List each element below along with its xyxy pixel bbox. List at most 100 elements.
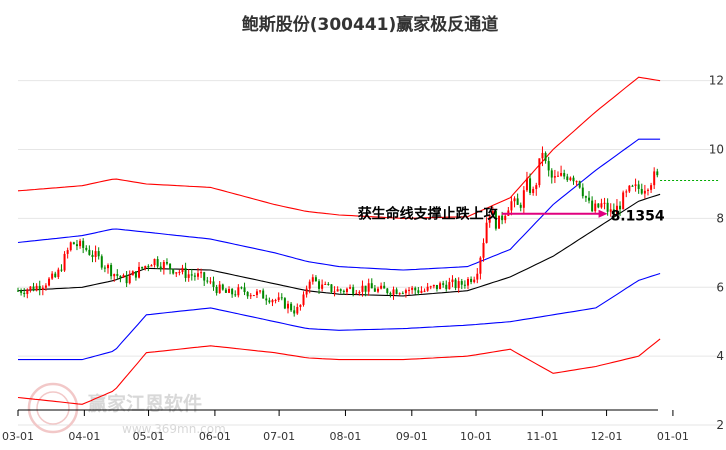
candle-body [370,283,373,289]
candle [178,269,181,276]
candle-body [411,287,414,290]
candle-body [113,274,116,277]
candle-body [404,290,407,294]
candle [237,284,240,298]
candle [398,292,401,296]
chart-title: 鲍斯股份(300441)赢家极反通道 [242,14,499,35]
candle [417,287,420,296]
candle-body [383,285,386,289]
candle [265,294,268,305]
candle-body [376,288,379,292]
candle-body [631,185,634,187]
candle-body [131,271,134,276]
candle [88,245,91,256]
y-tick-label: 10 [709,143,724,157]
candle [156,256,159,269]
candle-body [240,287,243,289]
candle [106,263,109,274]
candle [541,146,544,167]
y-tick-label: 2 [716,418,724,432]
candle [581,183,584,199]
candle [640,183,643,195]
candle [26,288,29,299]
candle [361,280,364,297]
candle-body [299,304,302,308]
candle [615,199,618,216]
candle [228,286,231,294]
candle [606,198,609,216]
candle [193,272,196,281]
candle [330,284,333,294]
candle [165,258,168,266]
candle [44,283,47,291]
candle-body [532,189,535,193]
candle-body [454,279,457,289]
candle-body [159,266,162,270]
candle [94,245,97,263]
candle-body [38,285,41,290]
candle-body [190,274,193,276]
watermark: 赢家江恩软件 www.369mn.com [27,382,226,436]
candle-body [476,273,479,280]
annotation-arrow-head [598,209,608,218]
candle-body [221,284,224,290]
candle [85,245,88,252]
candle-body [451,279,454,283]
candle-body [252,295,255,297]
candle [553,169,556,184]
candle [429,285,432,290]
candle-body [296,307,299,314]
candle-body [48,278,51,286]
candle [451,275,454,288]
candle-body [231,288,234,295]
candle-body [336,289,339,292]
candle-body [181,267,184,272]
candle [293,305,296,317]
candle-body [417,290,420,293]
candle [79,238,82,249]
candle [566,173,569,182]
candle [187,269,190,282]
candle-body [224,289,227,293]
candle [249,293,252,300]
candle [414,286,417,295]
candle-body [619,205,622,210]
candle-body [305,288,308,295]
channel-line-5 [17,338,661,405]
candle [491,206,494,215]
candle [159,262,162,272]
y-tick-label: 8 [716,211,724,225]
candle [529,173,532,196]
candle-body [156,259,159,267]
candle-body [553,176,556,178]
candle [308,279,311,294]
candle [653,167,656,189]
candle-body [134,271,137,278]
candle [513,196,516,208]
candle [448,277,451,290]
candle [302,291,305,307]
x-tick-label: 10-01 [460,430,492,443]
candle [324,281,327,286]
candle [131,270,134,276]
x-tick-label: 01-01 [657,430,689,443]
candle-body [349,287,352,289]
candle [603,197,606,210]
candle-body [491,211,494,215]
candle [482,238,485,262]
x-tick-label: 09-01 [396,430,428,443]
candle-body [66,250,69,254]
candle-body [44,285,47,288]
candle-body [17,290,19,292]
candle [122,273,125,278]
candle-body [60,269,63,271]
candle [352,284,355,297]
candle-body [290,303,293,311]
candle-body [88,249,91,255]
candle [103,265,106,273]
candle-body [228,288,231,293]
candle [442,280,445,288]
candle [504,214,507,224]
candle-body [563,173,566,177]
